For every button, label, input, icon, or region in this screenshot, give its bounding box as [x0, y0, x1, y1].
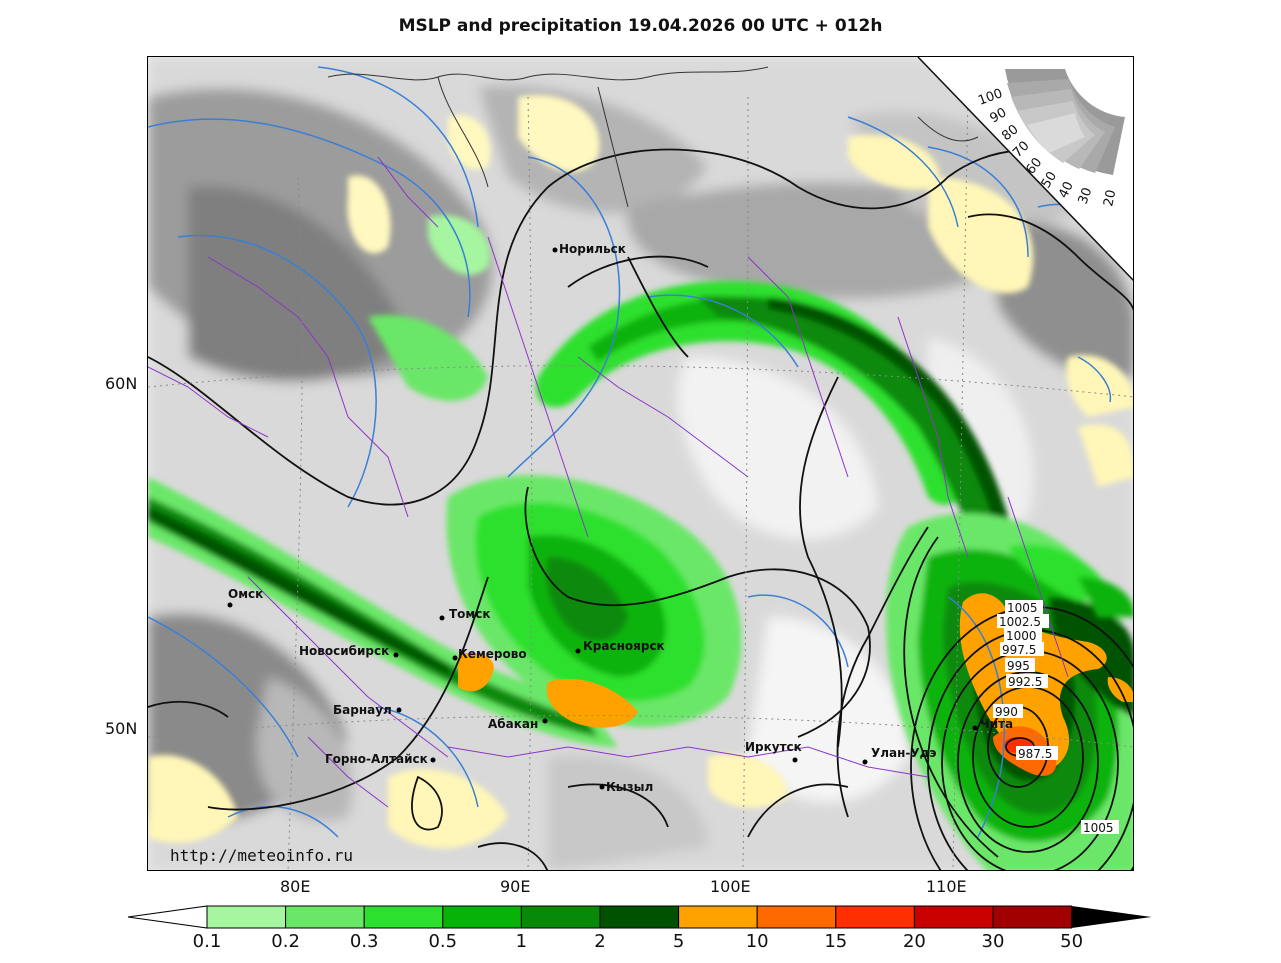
legend-label: 0.5: [428, 931, 458, 952]
precipitation-bands: [148, 215, 1133, 870]
legend-label: 30: [981, 931, 1005, 952]
coastline: [327, 66, 979, 208]
lon-label-90e: 90E: [500, 877, 531, 896]
city-label-krasnoyarsk: Красноярск: [583, 639, 665, 653]
city-dot-kemerovo: [452, 655, 458, 661]
humidity-label-40: 40: [1056, 179, 1077, 200]
legend-label: 10: [745, 931, 769, 952]
admin-borders: [148, 156, 1069, 808]
legend-label: 1: [515, 931, 528, 952]
legend-label: 2: [594, 931, 606, 952]
isobar-label-997-5: 997.5: [1002, 643, 1036, 657]
city-dot-irkutsk: [792, 757, 798, 763]
map-title: MSLP and precipitation 19.04.2026 00 UTC…: [398, 16, 883, 36]
isobar-label-990: 990: [995, 705, 1018, 719]
legend-label: 0.1: [192, 931, 222, 952]
city-dot-omsk: [227, 602, 233, 608]
precipitation-legend: [127, 905, 1152, 929]
city-dot-kyzyl: [599, 784, 605, 790]
legend-label: 50: [1060, 931, 1084, 952]
legend-swatch: [442, 905, 522, 929]
lon-label-100e: 100E: [710, 877, 751, 896]
humidity-label-30: 30: [1076, 186, 1096, 207]
legend-swatch: [835, 905, 915, 929]
isobar-label-1002-5: 1002.5: [999, 615, 1041, 629]
city-markers: [227, 247, 978, 790]
city-dot-gorno-altaysk: [430, 757, 436, 763]
city-label-omsk: Омск: [228, 587, 263, 601]
legend-swatch: [285, 905, 365, 929]
city-label-abakan: Абакан: [488, 717, 538, 731]
legend-arrow-low: [127, 905, 208, 929]
lon-label-110e: 110E: [926, 877, 967, 896]
humidity-label-50: 50: [1039, 169, 1060, 191]
legend-label: 0.2: [271, 931, 300, 952]
graticule: [148, 96, 1133, 870]
city-dot-chita: [972, 725, 978, 731]
light-rain-areas: [148, 95, 1133, 849]
city-dot-tomsk: [439, 615, 445, 621]
isobar-label-987-5: 987.5: [1018, 747, 1052, 761]
legend-label: 0.3: [349, 931, 379, 952]
legend-swatch: [599, 905, 680, 929]
source-url: http://meteoinfo.ru: [170, 846, 354, 865]
lon-label-80e: 80E: [280, 877, 311, 896]
legend-arrow-high: [1071, 906, 1152, 928]
lat-label-60n: 60N: [105, 374, 138, 393]
city-label-kyzyl: Кызыл: [606, 780, 653, 794]
legend-label: 5: [672, 931, 685, 952]
legend-swatch: [363, 905, 444, 929]
weather-map: 100 90 80 70 60 50 40 30 20 Норильск Омс…: [147, 56, 1134, 871]
blue-isolines: [148, 66, 1133, 838]
city-label-norilsk: Норильск: [559, 242, 626, 256]
legend-swatch: [913, 905, 994, 929]
isobar-value-labels: 1005 1002.5 1000 997.5 995 992.5 990 987…: [993, 600, 1119, 835]
city-dot-norilsk: [552, 247, 558, 253]
city-label-kemerovo: Кемерово: [458, 647, 527, 661]
legend-label: 20: [902, 931, 926, 952]
humidity-label-90: 90: [988, 105, 1010, 126]
city-dot-krasnoyarsk: [575, 648, 581, 654]
legend-swatch: [206, 905, 287, 929]
isobar-label-1005: 1005: [1007, 601, 1038, 615]
city-dot-abakan: [542, 718, 548, 724]
city-labels: Норильск Омск Томск Новосибирск Кемерово…: [228, 242, 1013, 794]
lat-label-50n: 50N: [105, 719, 138, 738]
isobar-label-995: 995: [1007, 659, 1030, 673]
legend-swatch: [678, 905, 758, 929]
humidity-label-20: 20: [1101, 189, 1119, 208]
city-label-novosibirsk: Новосибирск: [299, 644, 389, 658]
legend-swatch: [520, 905, 601, 929]
city-label-ulan-ude: Улан-Удэ: [871, 746, 936, 760]
city-label-chita: Чита: [980, 717, 1013, 731]
city-dot-ulan-ude: [862, 759, 868, 765]
legend-label: 15: [824, 931, 848, 952]
legend-swatch: [756, 905, 837, 929]
city-label-tomsk: Томск: [449, 607, 491, 621]
city-dot-novosibirsk: [393, 652, 399, 658]
map-canvas: 100 90 80 70 60 50 40 30 20 Норильск Омс…: [148, 57, 1133, 870]
city-label-irkutsk: Иркутск: [745, 740, 802, 754]
city-label-barnaul: Барнаул: [333, 703, 392, 717]
humidity-scale: 100 90 80 70 60 50 40 30 20: [917, 57, 1133, 282]
city-label-gorno-altaysk: Горно-Алтайск: [325, 752, 428, 766]
isobar-label-1005-south: 1005: [1083, 821, 1114, 835]
isobar-label-992-5: 992.5: [1008, 675, 1042, 689]
isobar-label-1000: 1000: [1006, 629, 1037, 643]
city-dot-barnaul: [396, 707, 402, 713]
legend-swatch: [992, 905, 1073, 929]
